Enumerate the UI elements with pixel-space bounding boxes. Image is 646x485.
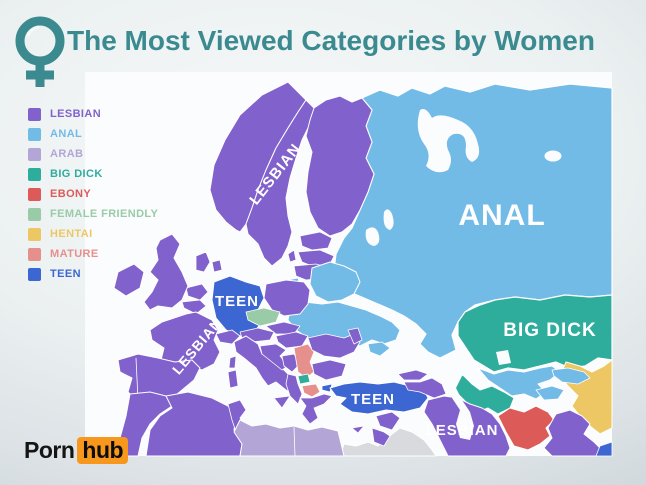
legend-label-femalefriendly: FEMALE FRIENDLY: [50, 208, 159, 220]
region-armenia-azerbaijan: [403, 377, 447, 399]
legend-item-bigdick: BIG DICK: [28, 164, 158, 184]
region-estonia: [299, 231, 333, 251]
region-belarus: [309, 261, 361, 303]
legend-item-hentai: HENTAI: [28, 224, 158, 244]
legend-swatch-arab: [28, 147, 41, 161]
legend-item-mature: MATURE: [28, 244, 158, 264]
region-georgia: [397, 369, 429, 381]
legend-label-arab: ARAB: [50, 148, 84, 160]
legend-label-bigdick: BIG DICK: [50, 168, 103, 180]
region-india: [595, 441, 613, 457]
map-label-kazakhstan: BIG DICK: [503, 320, 597, 341]
region-denmark-island: [211, 259, 223, 273]
legend-swatch-bigdick: [28, 167, 41, 181]
region-netherlands: [185, 283, 209, 301]
legend-swatch-mature: [28, 247, 41, 261]
legend-item-ebony: EBONY: [28, 184, 158, 204]
legend-label-lesbian: LESBIAN: [50, 108, 102, 120]
region-uk: [143, 233, 189, 311]
icon-highlight: [26, 25, 40, 38]
page-title: The Most Viewed Categories by Women: [67, 25, 595, 56]
region-bulgaria: [311, 359, 347, 381]
region-cyprus: [351, 425, 365, 434]
region-gotland: [287, 249, 297, 263]
region-greece: [299, 393, 333, 425]
legend-label-ebony: EBONY: [50, 188, 92, 200]
region-switzerland: [215, 329, 241, 345]
legend-label-anal: ANAL: [50, 128, 83, 140]
logo-porn: Porn: [24, 437, 75, 463]
region-levant: [371, 427, 391, 447]
legend-item-anal: ANAL: [28, 124, 158, 144]
legend-label-teen: TEEN: [50, 268, 81, 280]
region-kosovo: [297, 373, 311, 385]
region-macedonia: [301, 383, 321, 398]
map-label-turkey: TEEN: [351, 391, 395, 408]
region-poland: [263, 279, 311, 317]
legend-swatch-ebony: [28, 187, 41, 201]
region-kyrgyzstan: [551, 367, 591, 385]
region-afghanistan: [497, 405, 555, 451]
legend-item-lesbian: LESBIAN: [28, 104, 158, 124]
region-russia: [333, 83, 613, 359]
caspian-sea: [440, 360, 474, 440]
map-label-germany: TEEN: [215, 293, 259, 310]
map-label-iran: LESBIAN: [426, 422, 499, 439]
region-ireland: [113, 263, 145, 297]
barents-island: [543, 149, 563, 163]
region-romania: [307, 333, 361, 359]
region-libya-egypt: [233, 419, 345, 457]
region-tajikistan: [535, 385, 565, 401]
legend-label-hentai: HENTAI: [50, 228, 93, 240]
region-corsica: [228, 355, 237, 369]
aral-sea: [496, 350, 511, 365]
region-finland: [305, 95, 375, 237]
region-belgium: [181, 299, 207, 315]
region-czech: [245, 307, 281, 327]
female-icon: [15, 16, 65, 87]
legend-swatch-hentai: [28, 227, 41, 241]
region-syria: [375, 411, 401, 431]
white-sea: [417, 109, 480, 173]
region-turkey-thrace: [321, 383, 333, 393]
pornhub-logo: Porn hub: [24, 437, 129, 464]
legend-swatch-anal: [28, 127, 41, 141]
legend-item-femalefriendly: FEMALE FRIENDLY: [28, 204, 158, 224]
lake-ladoga: [365, 227, 380, 246]
region-morocco: [113, 391, 173, 457]
legend-item-arab: ARAB: [28, 144, 158, 164]
region-turkey: [329, 381, 429, 415]
border-libya-egypt: [293, 426, 296, 457]
region-moldova: [347, 327, 363, 345]
legend-swatch-teen: [28, 267, 41, 281]
region-slovakia: [265, 321, 301, 335]
legend-label-mature: MATURE: [50, 248, 99, 260]
logo-hub: hub: [77, 437, 129, 464]
legend-item-teen: TEEN: [28, 264, 158, 284]
region-sicily: [273, 395, 291, 409]
map-label-russia: ANAL: [458, 199, 545, 232]
region-denmark: [195, 251, 211, 273]
region-crimea: [367, 341, 391, 357]
legend-swatch-femalefriendly: [28, 207, 41, 221]
category-legend: LESBIAN ANAL ARAB BIG DICK EBONY FEMALE …: [28, 104, 158, 284]
lake-onega: [383, 209, 394, 230]
region-sweden: [245, 99, 315, 267]
region-iraq-saudi: [339, 427, 437, 457]
region-montenegro-albania: [285, 373, 303, 405]
region-sardinia: [227, 369, 239, 389]
legend-swatch-lesbian: [28, 107, 41, 121]
